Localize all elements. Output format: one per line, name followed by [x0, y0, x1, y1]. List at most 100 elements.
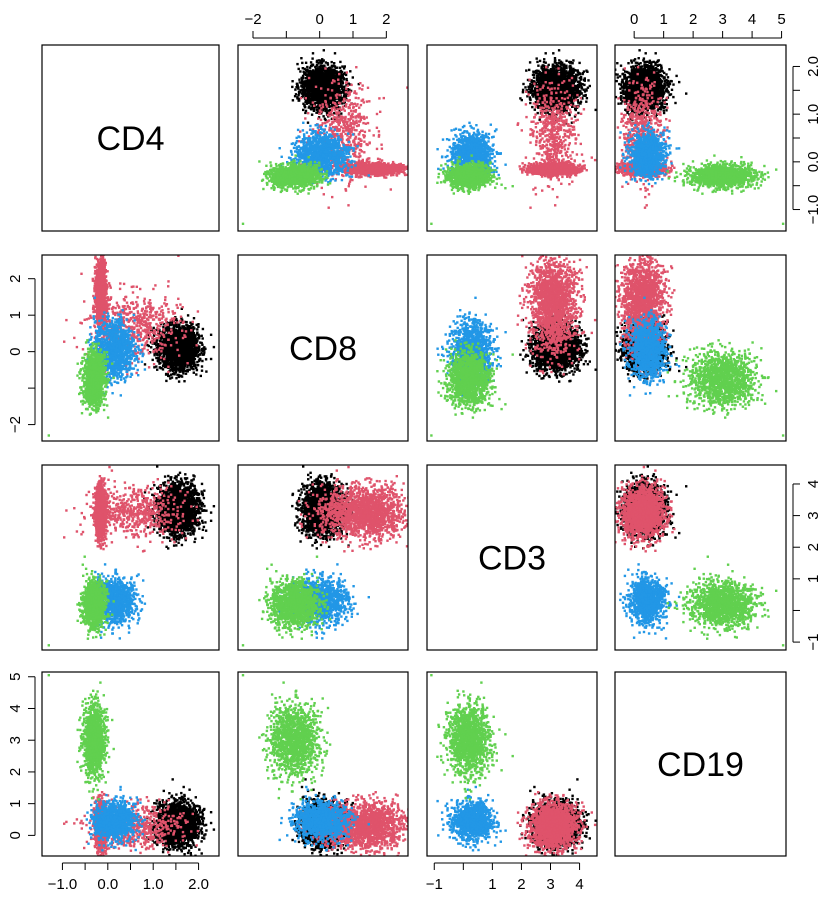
data-point [368, 174, 370, 176]
data-point [354, 164, 356, 166]
data-point [384, 166, 386, 168]
data-point [291, 86, 293, 88]
data-point [297, 129, 299, 131]
data-point [353, 126, 355, 128]
data-point [332, 99, 334, 101]
data-point [363, 118, 365, 120]
data-point [297, 154, 299, 156]
data-point [322, 68, 324, 70]
data-point [340, 163, 342, 165]
data-point [369, 141, 371, 143]
data-point [348, 107, 350, 109]
data-point [302, 89, 304, 91]
data-point [398, 166, 400, 168]
data-point [350, 134, 352, 136]
data-point [343, 73, 345, 75]
data-point [305, 84, 307, 86]
data-point [334, 169, 336, 171]
data-point [314, 131, 316, 133]
data-point [366, 116, 368, 118]
data-point [347, 170, 349, 172]
data-point [341, 135, 343, 137]
data-point [342, 108, 344, 110]
data-point [358, 138, 360, 140]
data-point [345, 174, 347, 176]
data-point [364, 131, 366, 133]
data-point [311, 114, 313, 116]
data-point [345, 164, 347, 166]
data-point [298, 99, 300, 101]
data-point [347, 156, 349, 158]
data-point [327, 92, 329, 94]
data-point [331, 172, 333, 174]
data-point [359, 149, 361, 151]
data-point [329, 151, 331, 153]
data-point [302, 129, 304, 131]
data-point [331, 95, 333, 97]
data-point [409, 168, 411, 170]
data-point [333, 65, 335, 67]
data-point [319, 104, 321, 106]
data-point [329, 173, 331, 175]
data-point [336, 113, 338, 115]
data-point [324, 122, 326, 124]
data-point [359, 113, 361, 115]
data-point [326, 68, 328, 70]
data-point [368, 100, 370, 102]
data-point [335, 85, 337, 87]
data-point [402, 168, 404, 170]
data-point [323, 84, 325, 86]
data-point [304, 80, 306, 82]
data-point [308, 105, 310, 107]
data-point [345, 91, 347, 93]
data-point [360, 104, 362, 106]
data-point [347, 92, 349, 94]
data-point [321, 96, 323, 98]
data-point [312, 101, 314, 103]
data-point [328, 207, 330, 209]
panel-CD4-vs-CD4: CD4 [42, 45, 219, 231]
data-point [338, 73, 340, 75]
data-point [341, 115, 343, 117]
data-point [387, 163, 389, 165]
data-point [298, 92, 300, 94]
data-point [342, 100, 344, 102]
data-point [307, 112, 309, 114]
data-point [333, 139, 335, 141]
data-point [337, 172, 339, 174]
data-point [348, 175, 350, 177]
data-point [362, 134, 364, 136]
data-point [360, 176, 362, 178]
data-point [326, 136, 328, 138]
data-point [320, 62, 322, 64]
data-point [348, 141, 350, 143]
data-point [351, 171, 353, 173]
data-point [342, 144, 344, 146]
data-point [341, 82, 343, 84]
data-point [325, 143, 327, 145]
data-point [362, 167, 364, 169]
data-point [316, 151, 318, 153]
data-point [338, 167, 340, 169]
data-point [323, 49, 325, 51]
data-point [329, 154, 331, 156]
data-point [395, 164, 397, 166]
data-point [334, 89, 336, 91]
data-point [347, 133, 349, 135]
data-point [305, 97, 307, 99]
data-point [320, 126, 322, 128]
data-point [340, 112, 342, 114]
data-point [372, 167, 374, 169]
data-point [348, 161, 350, 163]
data-point [300, 147, 302, 149]
data-point [320, 87, 322, 89]
data-point [349, 181, 351, 183]
data-point [313, 72, 315, 74]
data-point [411, 168, 413, 170]
data-point [351, 176, 353, 178]
data-point [320, 147, 322, 149]
data-point [328, 167, 330, 169]
data-point [322, 90, 324, 92]
data-point [379, 111, 381, 113]
